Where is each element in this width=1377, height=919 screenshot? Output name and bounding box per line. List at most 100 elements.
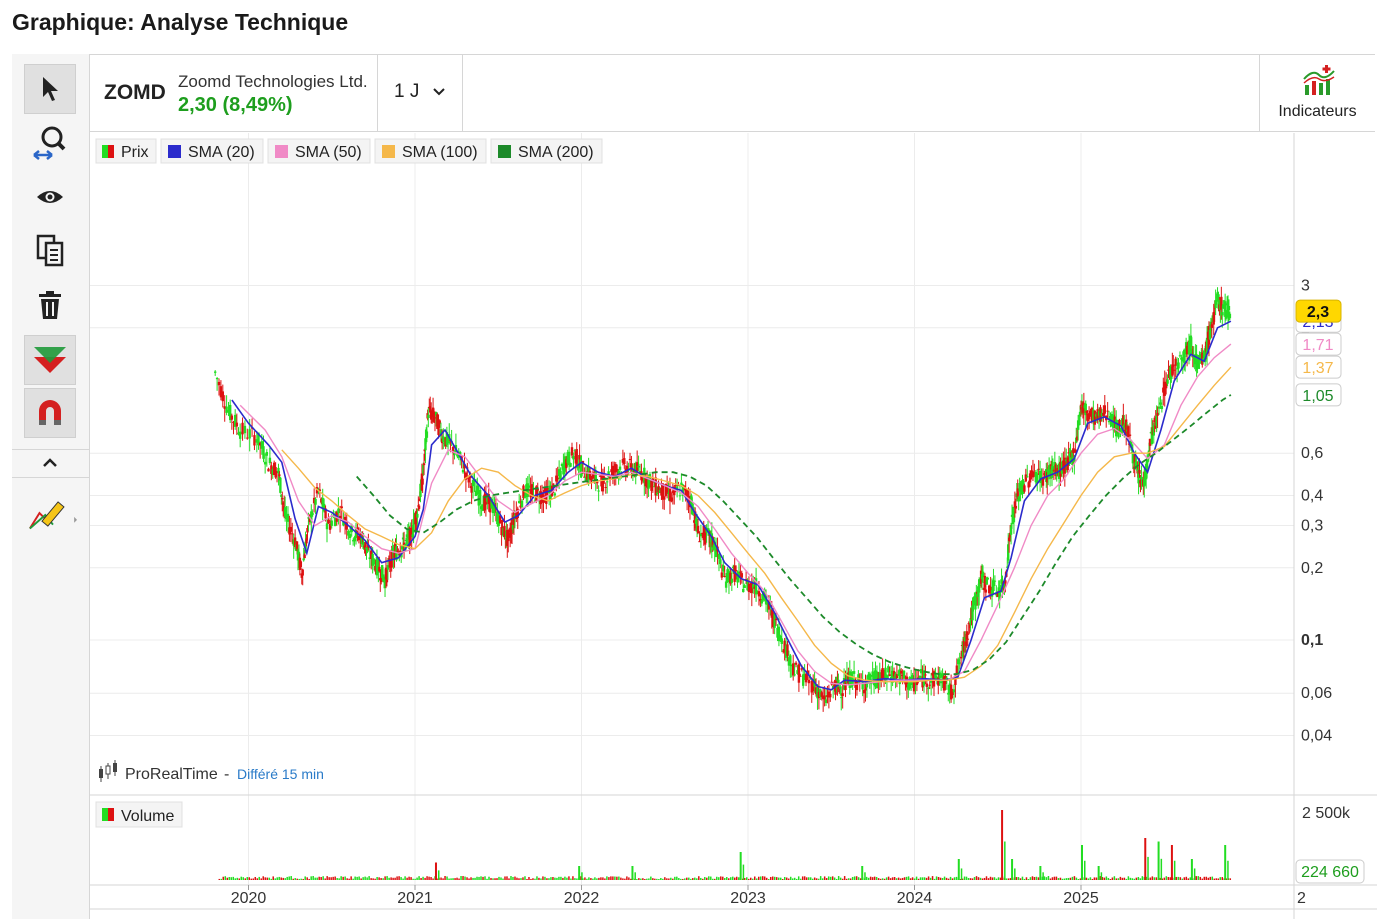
- volume-bar: [704, 877, 706, 880]
- volume-bar: [855, 876, 858, 880]
- volume-bar: [296, 878, 298, 880]
- candle-body: [1120, 427, 1123, 430]
- candle-body: [442, 436, 445, 443]
- legend-sma20[interactable]: SMA (20): [160, 138, 264, 164]
- last-value-sma200: 1,05: [1295, 383, 1342, 407]
- candle-body: [1076, 420, 1080, 430]
- volume-bar: [1131, 878, 1134, 880]
- volume-bar: [769, 876, 772, 880]
- volume-bar: [947, 878, 950, 880]
- source-delay[interactable]: Différé 15 min: [237, 766, 324, 782]
- copy-tool-button[interactable]: [24, 226, 76, 276]
- candle-body: [553, 493, 557, 496]
- chart-header: ZOMD Zoomd Technologies Ltd. 2,30 (8,49%…: [90, 54, 1375, 132]
- candle-body: [720, 572, 724, 578]
- volume-bar: [921, 877, 924, 880]
- volume-bar: [412, 878, 414, 880]
- candle-body: [935, 676, 939, 681]
- volume-bar: [494, 878, 496, 880]
- volume-spike: [1097, 866, 1100, 880]
- legend-sma50[interactable]: SMA (50): [267, 138, 371, 164]
- candle-body: [968, 623, 971, 629]
- volume-bar: [668, 878, 670, 880]
- volume-spike: [1039, 866, 1042, 880]
- candle-body: [824, 699, 828, 703]
- legend-sma200-label: SMA (200): [518, 144, 594, 161]
- volume-legend[interactable]: Volume: [95, 801, 183, 828]
- volume-bar: [1073, 876, 1076, 880]
- candle-body: [829, 693, 832, 698]
- candle-body: [411, 534, 414, 537]
- candle-body: [757, 591, 761, 597]
- magnet-tool-button[interactable]: [24, 388, 76, 438]
- candle-body: [393, 552, 396, 558]
- candle-body: [1084, 403, 1087, 416]
- delete-tool-button[interactable]: [24, 280, 76, 330]
- volume-bar: [274, 878, 276, 880]
- candle-body: [238, 431, 242, 439]
- legend-sma200[interactable]: SMA (200): [490, 138, 603, 164]
- volume-bar: [997, 877, 1000, 880]
- volume-bar: [272, 876, 274, 880]
- cursor-tool-button[interactable]: [24, 64, 76, 114]
- candle-body: [644, 476, 647, 487]
- legend-sma100[interactable]: SMA (100): [374, 138, 487, 164]
- candle-body: [702, 525, 705, 541]
- page-title: Graphique: Analyse Technique: [12, 9, 349, 35]
- collapse-tools-button[interactable]: [24, 450, 76, 476]
- volume-bar: [873, 876, 876, 880]
- candle-body: [1050, 466, 1054, 478]
- volume-bar: [312, 876, 314, 880]
- volume-bar: [570, 878, 572, 880]
- candle-body: [969, 618, 972, 625]
- volume-bar: [1089, 877, 1092, 880]
- volume-bar: [630, 878, 632, 880]
- candle-body: [919, 669, 923, 674]
- chart-style-button[interactable]: [24, 335, 76, 385]
- candle-body: [981, 571, 985, 578]
- candle-body: [608, 477, 612, 480]
- candle-body: [401, 537, 405, 540]
- candle-body: [559, 470, 562, 480]
- candle-body: [841, 693, 844, 697]
- candle-body: [723, 575, 726, 577]
- legend-price[interactable]: Prix: [95, 138, 157, 164]
- indicators-button[interactable]: Indicateurs: [1259, 54, 1375, 131]
- candle-body: [667, 492, 670, 495]
- candle-body: [907, 683, 910, 690]
- candle-body: [924, 674, 927, 676]
- candle-body: [898, 669, 901, 685]
- drawing-tools-button[interactable]: [26, 490, 78, 540]
- candle-body: [891, 670, 894, 683]
- volume-spike: [1042, 872, 1044, 880]
- volume-bar: [1211, 876, 1214, 880]
- visibility-tool-button[interactable]: [24, 172, 76, 222]
- volume-bar: [736, 876, 738, 880]
- candle-body: [938, 672, 941, 679]
- volume-bar: [1189, 877, 1192, 880]
- legend: Prix SMA (20) SMA (50) SMA (100) SMA (20…: [95, 138, 603, 164]
- candle-body: [638, 471, 642, 474]
- volume-spike: [1100, 872, 1103, 880]
- period-selector[interactable]: 1 J: [394, 81, 446, 103]
- candle-body: [655, 492, 659, 495]
- volume-bar: [220, 878, 223, 880]
- zoom-tool-button[interactable]: [24, 118, 76, 168]
- volume-bar: [1023, 878, 1026, 880]
- candle-body: [493, 502, 496, 513]
- volume-bar: [504, 876, 506, 880]
- candle-body: [779, 635, 782, 640]
- volume-bar: [624, 878, 626, 880]
- candle-body: [424, 438, 427, 451]
- candle-body: [954, 675, 957, 685]
- candle-body: [1024, 474, 1028, 482]
- candle-body: [464, 472, 468, 480]
- candle-body: [535, 486, 538, 501]
- candle-body: [527, 485, 531, 488]
- candle-body: [777, 626, 781, 642]
- volume-bar: [702, 878, 704, 880]
- volume-bar: [1151, 876, 1154, 880]
- candle-body: [613, 471, 616, 473]
- candle-body: [885, 675, 889, 679]
